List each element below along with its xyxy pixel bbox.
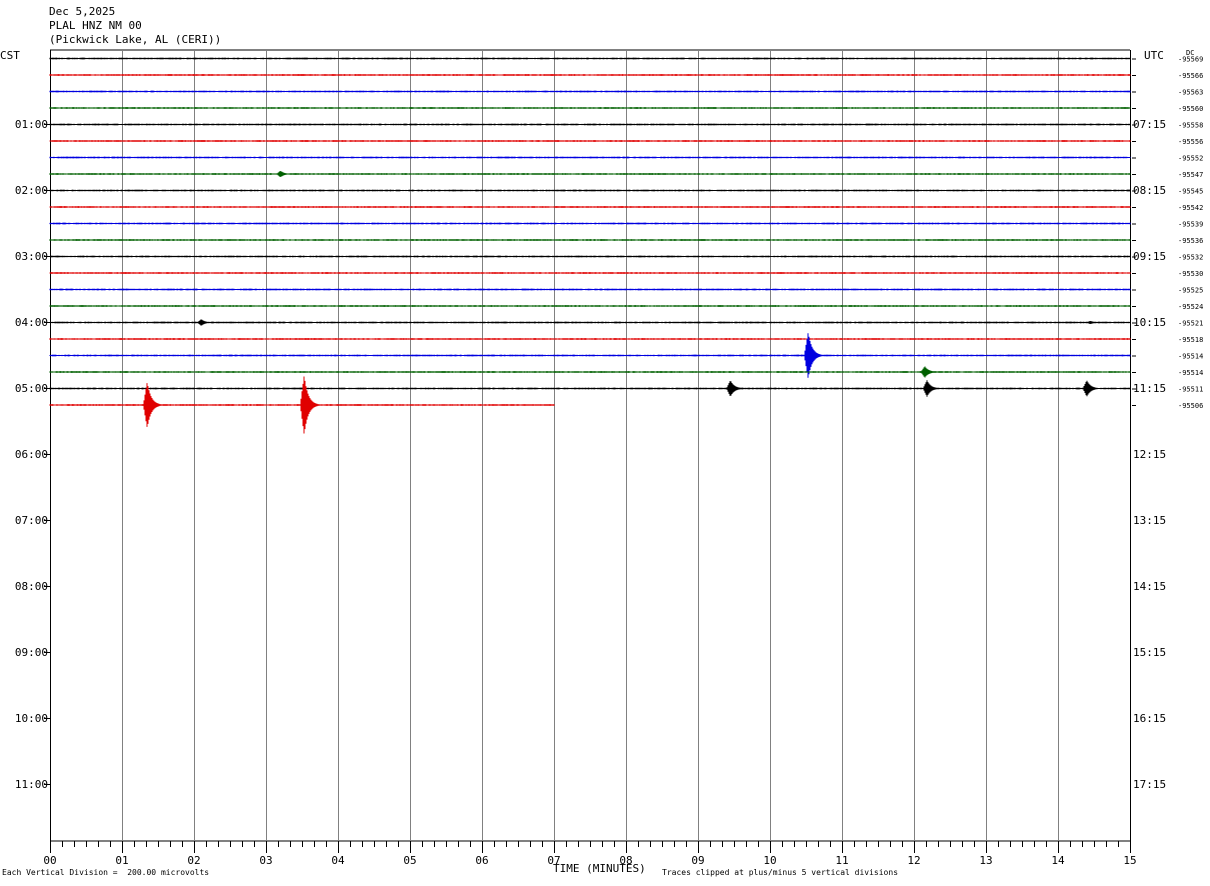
left-hour-label: 03:00 [15,250,48,263]
seismogram-trace [49,140,1131,142]
x-axis-title: TIME (MINUTES) [553,862,646,875]
seismogram-trace [49,156,1131,159]
left-hour-label: 04:00 [15,316,48,329]
left-hour-label: 07:00 [15,514,48,527]
seismogram-trace [49,239,1131,241]
dc-offset-label: -95525 [1178,287,1203,295]
dc-offset-label: -95566 [1178,72,1203,80]
seismogram-trace [49,206,1131,208]
dc-offset-label: -95514 [1178,369,1203,377]
left-hour-label: 06:00 [15,448,48,461]
clip-note: Traces clipped at plus/minus 5 vertical … [662,868,899,877]
dc-offset-label: -95569 [1178,56,1203,64]
right-hour-label: 14:15 [1133,580,1166,593]
x-tick-label: 14 [1051,854,1065,867]
plot-date: Dec 5,2025 [49,5,116,18]
seismogram-trace [49,366,1131,378]
dc-offset-label: -95532 [1178,254,1203,262]
dc-offset-label: -95545 [1178,188,1203,196]
dc-offset-label: -95518 [1178,336,1203,344]
x-tick-label: 03 [259,854,272,867]
right-hour-label: 11:15 [1133,382,1166,395]
x-tick-label: 13 [979,854,992,867]
left-hour-label: 10:00 [15,712,48,725]
dc-offset-label: -95521 [1178,320,1203,328]
seismogram-trace [49,305,1131,307]
x-tick-label: 15 [1123,854,1136,867]
right-hour-label: 12:15 [1133,448,1166,461]
dc-offset-label: -95558 [1178,122,1203,130]
x-tick-label: 08 [619,854,632,867]
seismogram-trace [49,171,1131,177]
seismogram-trace [49,90,1131,93]
right-timezone-label: UTC [1144,49,1164,62]
seismogram-trace [49,319,1131,326]
right-hour-label: 13:15 [1133,514,1166,527]
right-hour-label: 15:15 [1133,646,1166,659]
dc-offset-label: -95547 [1178,171,1203,179]
left-hour-label: 01:00 [15,118,48,131]
x-tick-label: 12 [907,854,920,867]
seismogram-trace [49,288,1131,291]
x-tick-label: 05 [403,854,416,867]
right-hour-label: 10:15 [1133,316,1166,329]
seismogram-trace [49,123,1131,126]
left-hour-label: 05:00 [15,382,48,395]
x-tick-label: 04 [331,854,345,867]
station-code: PLAL HNZ NM 00 [49,19,142,32]
seismogram-trace [49,333,1131,378]
seismogram-trace [49,189,1131,192]
dc-offset-label: -95514 [1178,353,1203,361]
seismogram-trace [49,74,1131,76]
right-hour-label: 07:15 [1133,118,1166,131]
left-hour-label: 08:00 [15,580,48,593]
left-hour-label: 09:00 [15,646,48,659]
dc-offset-label: -95539 [1178,221,1203,229]
left-hour-label: 11:00 [15,778,48,791]
right-hour-label: 16:15 [1133,712,1166,725]
right-hour-label: 08:15 [1133,184,1166,197]
left-hour-label: 02:00 [15,184,48,197]
dc-offset-header: DC [1186,49,1195,57]
seismogram-trace [49,338,1131,340]
station-location: (Pickwick Lake, AL (CERI)) [49,33,222,46]
x-tick-label: 06 [475,854,488,867]
dc-offset-label: -95530 [1178,270,1203,278]
x-tick-label: 10 [763,854,776,867]
dc-offset-label: -95563 [1178,89,1203,97]
x-tick-label: 02 [187,854,200,867]
dc-offset-label: -95542 [1178,204,1203,212]
left-timezone-label: CST [0,49,20,62]
seismogram-trace [49,376,555,434]
dc-offset-label: -95536 [1178,237,1203,245]
dc-offset-label: -95560 [1178,105,1203,113]
x-tick-label: 01 [115,854,128,867]
division-note: Each Vertical Division = 200.00 microvol… [2,868,210,877]
x-tick-label: 00 [43,854,56,867]
dc-offset-label: -95511 [1178,386,1203,394]
x-tick-label: 07 [547,854,560,867]
dc-offset-label: -95556 [1178,138,1203,146]
right-hour-label: 17:15 [1133,778,1166,791]
seismogram-trace [49,272,1131,274]
seismogram-trace [49,380,1131,397]
seismogram-trace [49,107,1131,109]
right-hour-label: 09:15 [1133,250,1166,263]
dc-offset-label: -95552 [1178,155,1203,163]
seismogram-trace [49,57,1131,60]
seismogram-trace [49,222,1131,225]
dc-offset-label: -95524 [1178,303,1203,311]
seismogram-trace [49,255,1131,258]
x-tick-label: 09 [691,854,704,867]
dc-offset-label: -95506 [1178,402,1203,410]
x-tick-label: 11 [835,854,848,867]
